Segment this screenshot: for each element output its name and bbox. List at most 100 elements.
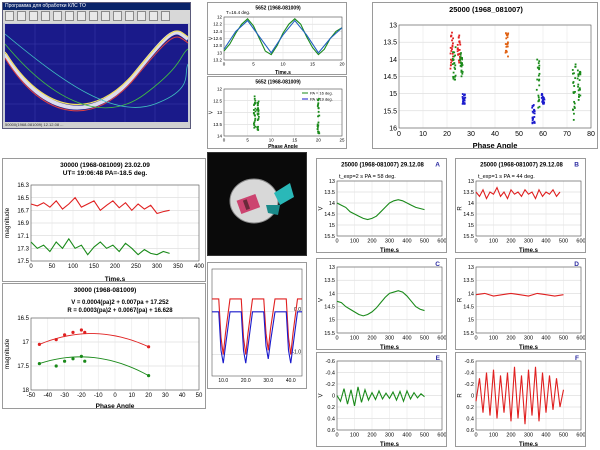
data-point: [461, 64, 464, 66]
toolbar-button[interactable]: [89, 11, 98, 21]
toolbar-button[interactable]: [77, 11, 86, 21]
x-tick-label: 300: [524, 336, 533, 342]
toolbar-button[interactable]: [125, 11, 134, 21]
toolbar-button[interactable]: [65, 11, 74, 21]
toolbar-button[interactable]: [53, 11, 62, 21]
data-point: [256, 109, 259, 111]
x-tick-label: 10: [269, 138, 275, 143]
plot-frame: [398, 24, 592, 129]
data-point: [253, 104, 255, 106]
fit-equation: V = 0.0004(pa)2 + 0.007pa + 17.252: [71, 300, 169, 306]
data-point: [54, 364, 58, 368]
status-bar: 50000(1968-081009) 12.12.08 ...: [3, 122, 190, 128]
x-axis-label: Time,s: [105, 276, 126, 282]
x-tick-label: 60: [539, 131, 547, 138]
y-tick-label: 0.6: [466, 428, 474, 434]
toolbar-button[interactable]: [161, 11, 170, 21]
y-tick-label: 0.2: [466, 405, 474, 411]
x-tick-label: 200: [506, 336, 515, 342]
toolbar-button[interactable]: [149, 11, 158, 21]
toolbar-button[interactable]: [101, 11, 110, 21]
data-point: [537, 106, 540, 109]
y-tick-label: -1.0: [292, 350, 301, 356]
y-tick-label: 14.5: [324, 305, 335, 311]
toolbar-button[interactable]: [41, 11, 50, 21]
data-point: [452, 42, 454, 45]
data-point: [574, 77, 577, 80]
y-tick-label: 16.5: [17, 196, 29, 202]
data-point: [456, 43, 459, 46]
x-tick-label: 300: [152, 264, 163, 270]
data-point: [532, 121, 535, 124]
x-tick-label: 0: [397, 131, 401, 138]
data-point: [573, 72, 575, 75]
data-point: [506, 45, 509, 48]
y-axis-label: V: [319, 206, 325, 210]
data-point: [459, 55, 461, 58]
data-point: [451, 63, 454, 66]
chart-E: -0.6-0.4-0.200.20.40.60 100 200 300 400 500 60…: [319, 355, 447, 447]
data-point: [505, 32, 507, 35]
data-point: [540, 94, 543, 96]
x-tick-label: 300: [385, 433, 394, 439]
data-point: [317, 99, 320, 102]
y-tick-label: 15: [468, 223, 474, 229]
plot-frame: [30, 184, 200, 262]
chart-panel-c6: 16.5 17 17.5 18 -50 -40 -30 -20 -10 0 10 20 30 40 50 30…: [2, 283, 206, 409]
chart-panel-D: 13 13.5 14 14.5 15 15.5 0 100 200 300 400 500 600 D Ti…: [455, 258, 586, 350]
data-point: [572, 81, 575, 83]
data-point: [63, 359, 67, 363]
x-tick-label: 100: [68, 264, 79, 270]
chart-title: 5652 (1968-081009): [255, 6, 301, 12]
data-point: [317, 102, 320, 105]
toolbar-button[interactable]: [137, 11, 146, 21]
fit-curve: [39, 333, 149, 348]
x-tick-label: 500: [420, 336, 429, 342]
data-point: [451, 39, 453, 42]
data-point: [459, 56, 462, 59]
x-axis-label: Time,s: [380, 442, 400, 447]
data-point: [254, 117, 257, 120]
legend-entry: PA = 19 deg.: [310, 97, 333, 102]
y-tick-label: 15.5: [324, 331, 335, 337]
data-point: [253, 124, 256, 126]
data-point: [318, 114, 321, 117]
y-tick-label: 0.2: [327, 405, 335, 411]
data-point: [317, 110, 320, 113]
series-line: [212, 311, 302, 364]
data-point: [256, 104, 259, 107]
toolbar-button[interactable]: [17, 11, 26, 21]
data-point: [531, 119, 534, 121]
x-axis-label: Time,s: [519, 442, 539, 447]
plot-frame: [223, 88, 343, 137]
x-tick-label: -40: [43, 393, 52, 399]
chart-c7: 0.0 -1.0 10.0 20.0 30.0 40.0: [211, 268, 303, 384]
y-tick-label: 15.5: [463, 234, 474, 240]
x-tick-label: 50: [49, 264, 56, 270]
data-point: [317, 107, 320, 110]
data-point: [574, 65, 577, 68]
data-point: [451, 44, 454, 47]
data-point: [450, 58, 452, 61]
data-point: [578, 96, 580, 98]
data-point: [459, 52, 461, 55]
legend-entry: PA = 16 deg.: [310, 91, 333, 96]
chart-annotation: T=16.4 deg.: [226, 10, 250, 15]
toolbar-button[interactable]: [5, 11, 14, 21]
y-tick-label: 17.1: [17, 234, 29, 240]
y-axis-label: R: [458, 393, 464, 398]
data-point: [574, 90, 576, 93]
data-point: [533, 112, 536, 115]
data-point: [538, 78, 541, 81]
data-point: [542, 96, 545, 99]
data-point: [37, 362, 42, 366]
toolbar-button[interactable]: [113, 11, 122, 21]
x-tick-label: 600: [437, 433, 446, 439]
y-tick-label: 16.3: [17, 183, 29, 189]
data-point: [451, 45, 454, 48]
fit-curve: [39, 356, 149, 376]
toolbar-button[interactable]: [29, 11, 38, 21]
y-tick-label: 13: [329, 265, 335, 271]
y-tick-label: 16: [389, 125, 397, 132]
data-point: [535, 88, 538, 91]
